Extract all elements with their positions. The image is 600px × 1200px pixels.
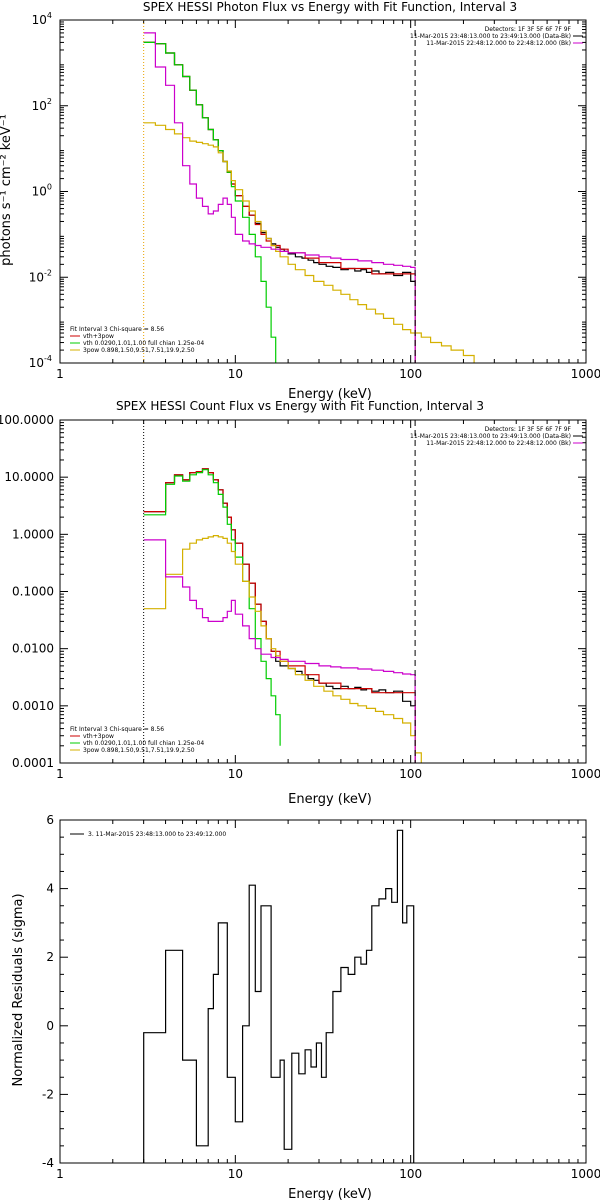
y-tick-label: -2 [42,1087,54,1101]
y-tick-label: 2 [46,950,54,964]
series-line-1 [143,41,416,363]
legend-bottom-text: vth 0.0290,1.01,1.00 full chian 1.25e-04 [83,340,204,347]
x-tick-label: 1 [56,1167,64,1181]
legend-top-text: 11-Mar-2015 23:48:13.000 to 23:49:13.000… [410,433,571,440]
x-tick-label: 10 [228,1167,243,1181]
x-tick-label: 1 [56,767,64,781]
count-flux-vlines [143,420,416,763]
y-tick-label: 100.0000 [0,413,54,427]
count-flux-panel: SPEX HESSI Count Flux vs Energy with Fit… [0,399,600,807]
photon-flux-series [143,32,475,363]
photon-flux-xlabel: Energy (keV) [288,387,372,402]
y-tick-label: 0.0010 [12,699,54,713]
x-tick-label: 10 [228,767,243,781]
series-line-3 [143,535,422,763]
count-flux-title: SPEX HESSI Count Flux vs Energy with Fit… [116,399,484,413]
legend-text: 3. 11-Mar-2015 23:48:13.000 to 23:49:12.… [88,831,226,838]
residuals-ticks: 1 10 100 1000 -4 -2 0 2 4 6 [42,813,600,1181]
series-line-0 [143,41,416,363]
x-tick-label: 100 [399,367,422,381]
series-line-0 [143,829,415,1163]
legend-bottom-header: Fit Interval 3 Chi-square = 8.56 [70,326,164,333]
series-line-0 [143,468,416,763]
y-tick-label: 0 [46,1019,54,1033]
y-tick-label: 0.0001 [12,756,54,770]
legend-bottom-header: Fit Interval 3 Chi-square = 8.56 [70,726,164,733]
y-tick-label: 1.0000 [12,527,54,541]
photon-flux-vlines [143,20,416,363]
series-line-3 [143,122,475,363]
residuals-panel: Energy (keV) Normalized Residuals (sigma… [11,813,600,1200]
y-tick-label: 0.0100 [12,642,54,656]
count-flux-legend-bottom: Fit Interval 3 Chi-square = 8.56vth+3pow… [70,726,204,754]
x-tick-label: 10 [228,367,243,381]
residuals-frame [59,819,587,1164]
legend-top-text: Detectors: 1F 3F 5F 6F 7F 9F [485,426,572,433]
residuals-legend-top: 3. 11-Mar-2015 23:48:13.000 to 23:49:12.… [70,831,226,838]
y-tick-label: 102 [32,97,52,113]
residuals-xlabel: Energy (keV) [288,1187,372,1200]
legend-bottom-text: vth 0.0290,1.01,1.00 full chian 1.25e-04 [83,740,204,747]
photon-flux-frame [59,19,587,364]
legend-top-text: 11-Mar-2015 22:48:12.000 to 22:48:12.000… [426,40,571,47]
y-tick-label: 0.1000 [12,585,54,599]
photon-flux-ylabel: photons s⁻¹ cm⁻² keV⁻¹ [0,114,14,266]
y-tick-label: 104 [32,11,52,27]
x-tick-label: 1000 [571,767,600,781]
y-tick-label: 10-2 [29,268,52,284]
count-flux-frame [59,419,587,764]
legend-top-text: 11-Mar-2015 22:48:12.000 to 22:48:12.000… [426,440,571,447]
photon-flux-title: SPEX HESSI Photon Flux vs Energy with Fi… [143,0,517,14]
y-tick-label: 4 [46,882,54,896]
y-tick-label: 10.0000 [4,470,54,484]
x-tick-label: 100 [399,1167,422,1181]
x-tick-label: 100 [399,767,422,781]
legend-top-text: Detectors: 1F 3F 5F 6F 7F 9F [485,26,572,33]
photon-flux-legend-top: Detectors: 1F 3F 5F 6F 7F 9F11-Mar-2015 … [410,26,583,47]
legend-bottom-text: 3pow 0.898,1.50,9.51,7.51,19.9,2.50 [83,347,195,354]
series-line-2 [143,469,281,746]
count-flux-legend-top: Detectors: 1F 3F 5F 6F 7F 9F11-Mar-2015 … [410,426,583,447]
series-line-4 [143,32,416,363]
legend-bottom-text: vth+3pow [83,733,114,740]
series-line-2 [143,41,277,363]
y-tick-label: 100 [32,183,52,199]
legend-bottom-text: 3pow 0.898,1.50,9.51,7.51,19.9,2.50 [83,747,195,754]
x-tick-label: 1 [56,367,64,381]
y-tick-label: 10-4 [29,354,52,370]
legend-top-text: 11-Mar-2015 23:48:13.000 to 23:49:13.000… [410,33,571,40]
x-tick-label: 1000 [571,367,600,381]
y-tick-label: -4 [42,1156,54,1170]
y-tick-label: 6 [46,813,54,827]
count-flux-series [143,468,422,763]
count-flux-xlabel: Energy (keV) [288,792,372,807]
photon-flux-legend-bottom: Fit Interval 3 Chi-square = 8.56vth+3pow… [70,326,204,354]
residuals-ylabel: Normalized Residuals (sigma) [11,893,26,1086]
residuals-series [143,829,415,1163]
series-line-1 [143,468,416,763]
legend-bottom-text: vth+3pow [83,333,114,340]
photon-flux-panel: SPEX HESSI Photon Flux vs Energy with Fi… [0,0,600,402]
series-line-4 [143,539,416,763]
x-tick-label: 1000 [571,1167,600,1181]
